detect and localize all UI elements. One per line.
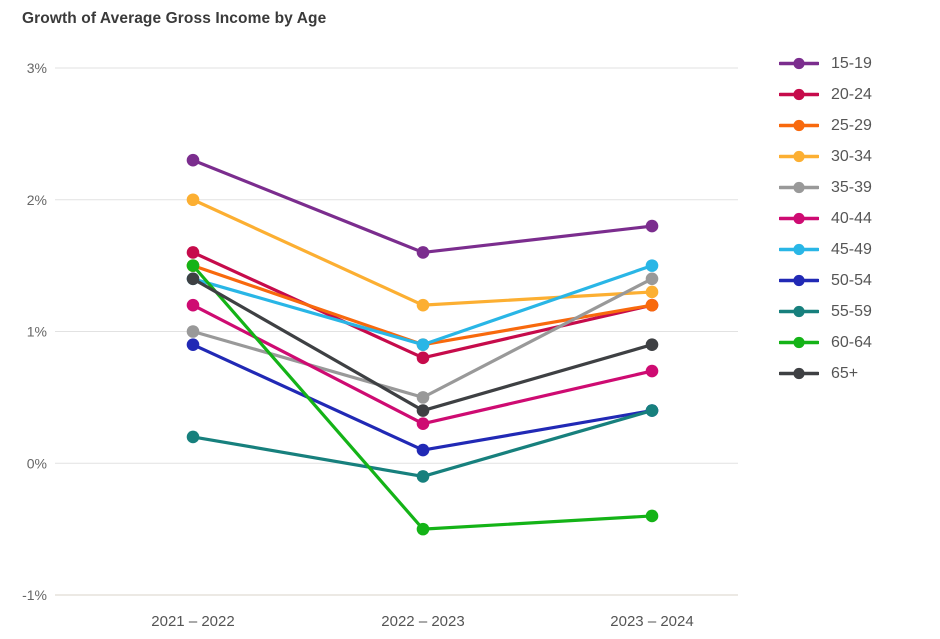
data-point[interactable]: [186, 298, 200, 312]
data-point[interactable]: [645, 298, 659, 312]
legend-item-40-44[interactable]: 40-44: [779, 203, 872, 234]
data-point[interactable]: [416, 391, 430, 404]
legend-label: 50-54: [831, 271, 872, 289]
data-point[interactable]: [645, 219, 659, 233]
legend-marker-icon: [779, 88, 819, 101]
data-point[interactable]: [416, 338, 430, 351]
data-point[interactable]: [645, 509, 659, 523]
legend-item-55-59[interactable]: 55-59: [779, 296, 872, 327]
series-40-44: [186, 298, 659, 431]
x-axis-category-label: 2023 – 2024: [610, 613, 693, 630]
data-point[interactable]: [186, 325, 200, 338]
data-point[interactable]: [186, 272, 200, 286]
legend-item-15-19[interactable]: 15-19: [779, 48, 872, 79]
data-point[interactable]: [416, 470, 430, 483]
legend-item-30-34[interactable]: 30-34: [779, 141, 872, 172]
y-axis-tick-label: 0%: [27, 455, 47, 471]
chart-title: Growth of Average Gross Income by Age: [22, 10, 327, 27]
y-axis-tick-label: 1%: [27, 324, 47, 340]
legend-label: 25-29: [831, 116, 872, 134]
legend-marker-icon: [779, 150, 819, 163]
legend-label: 40-44: [831, 209, 872, 227]
data-point[interactable]: [186, 246, 200, 259]
data-point[interactable]: [416, 417, 430, 431]
x-axis-category-label: 2022 – 2023: [381, 613, 464, 630]
y-axis-tick-label: -1%: [22, 587, 47, 603]
legend-item-45-49[interactable]: 45-49: [779, 234, 872, 265]
series-55-59: [186, 404, 659, 483]
data-point[interactable]: [416, 246, 430, 259]
series-15-19: [186, 153, 659, 259]
series-30-34: [186, 193, 659, 312]
legend-label: 15-19: [831, 54, 872, 72]
legend-item-20-24[interactable]: 20-24: [779, 79, 872, 110]
legend-marker-icon: [779, 57, 819, 70]
legend-label: 60-64: [831, 333, 872, 351]
series-65plus: [186, 272, 659, 417]
legend-item-65plus[interactable]: 65+: [779, 358, 872, 389]
legend-marker-icon: [779, 274, 819, 287]
legend-label: 20-24: [831, 85, 872, 103]
legend-marker-icon: [779, 243, 819, 256]
legend-marker-icon: [779, 367, 819, 380]
legend-marker-icon: [779, 119, 819, 132]
legend-item-60-64[interactable]: 60-64: [779, 327, 872, 358]
data-point[interactable]: [416, 351, 430, 365]
legend-label: 65+: [831, 364, 859, 382]
y-axis-tick-label: 3%: [27, 60, 47, 76]
legend-label: 45-49: [831, 240, 872, 258]
legend-marker-icon: [779, 305, 819, 318]
data-point[interactable]: [186, 193, 200, 207]
data-point[interactable]: [416, 404, 430, 417]
series-line: [191, 158, 654, 255]
x-axis-category-label: 2021 – 2022: [151, 613, 234, 630]
data-point[interactable]: [186, 338, 200, 351]
data-point[interactable]: [645, 338, 659, 351]
legend-label: 55-59: [831, 302, 872, 320]
legend-marker-icon: [779, 212, 819, 225]
data-point[interactable]: [645, 404, 659, 417]
data-point[interactable]: [186, 259, 200, 272]
data-point[interactable]: [416, 443, 430, 457]
data-point[interactable]: [186, 153, 200, 167]
legend-marker-icon: [779, 181, 819, 194]
legend-item-35-39[interactable]: 35-39: [779, 172, 872, 203]
data-point[interactable]: [186, 430, 200, 444]
data-point[interactable]: [645, 259, 659, 272]
legend-label: 35-39: [831, 178, 872, 196]
series-50-54: [186, 338, 659, 457]
legend-item-25-29[interactable]: 25-29: [779, 110, 872, 141]
legend-marker-icon: [779, 336, 819, 349]
data-point[interactable]: [416, 522, 430, 536]
legend-label: 30-34: [831, 147, 872, 165]
legend-item-50-54[interactable]: 50-54: [779, 265, 872, 296]
data-point[interactable]: [645, 285, 659, 299]
data-point[interactable]: [416, 298, 430, 312]
y-axis-tick-label: 2%: [27, 192, 47, 208]
chart-legend: 15-19 20-24 25-29 30-34 35-39 40-44 45-49 50-54…: [779, 48, 872, 389]
data-point[interactable]: [645, 364, 659, 378]
series-60-64: [186, 259, 659, 536]
data-point[interactable]: [645, 272, 659, 286]
